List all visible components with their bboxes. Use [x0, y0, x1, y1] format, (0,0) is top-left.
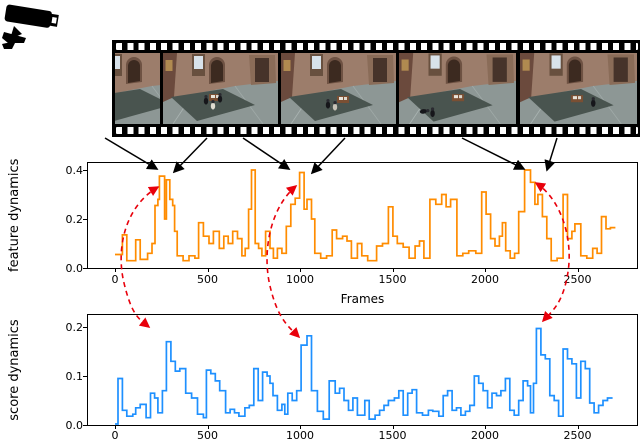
- feature-ytick-label: 0.2: [65, 212, 84, 226]
- score-ytick-label: 0.2: [65, 320, 84, 334]
- score-dynamics-plot: [87, 314, 638, 426]
- feature-dynamics-ylabel: feature dynamics: [7, 158, 22, 272]
- film-frame-5: [520, 53, 637, 124]
- feature-xtick-label: 1000: [286, 273, 314, 286]
- cctv-camera-icon: [2, 4, 59, 49]
- score-xtick-label: 2500: [563, 429, 592, 442]
- score-xtick-mark: [392, 425, 394, 429]
- score-ytick-mark: [83, 425, 87, 426]
- feature-xtick-label: 2500: [563, 273, 592, 286]
- film-sprocket-holes-top: [116, 43, 638, 50]
- score-dynamics-curve: [115, 327, 613, 425]
- score-xtick-mark: [207, 425, 209, 429]
- feature-xtick-label: 1500: [378, 273, 407, 286]
- feature-xtick-mark: [392, 268, 394, 272]
- feature-ytick-mark: [83, 268, 87, 269]
- score-xtick-label: 0: [111, 429, 119, 442]
- score-ytick-label: 0.0: [65, 418, 84, 432]
- feature-xtick-label: 0: [111, 273, 119, 286]
- film-sprocket-holes-bottom: [116, 127, 638, 134]
- feature-xtick-mark: [485, 268, 486, 272]
- score-ytick-label: 0.1: [65, 369, 84, 383]
- film-frame-3: [281, 53, 396, 124]
- score-xtick-mark: [485, 425, 486, 429]
- score-ytick-mark: [83, 376, 87, 377]
- feature-xtick-mark: [577, 268, 579, 272]
- frames-xlabel: Frames: [340, 292, 385, 306]
- score-ytick-mark: [83, 327, 87, 328]
- feature-ytick-label: 0.4: [65, 163, 84, 177]
- score-xtick-mark: [115, 425, 116, 429]
- feature-dynamics-plot: [87, 162, 638, 269]
- feature-ytick-mark: [83, 219, 87, 220]
- score-xtick-label: 1500: [378, 429, 407, 442]
- score-xtick-label: 1000: [286, 429, 314, 442]
- feature-xtick-label: 500: [197, 273, 218, 286]
- feature-ytick-mark: [83, 170, 87, 171]
- score-xtick-mark: [577, 425, 579, 429]
- feature-xtick-label: 2000: [471, 273, 499, 286]
- feature-ytick-label: 0.0: [65, 261, 84, 275]
- film-frame-1: [115, 53, 160, 124]
- feature-xtick-mark: [207, 268, 209, 272]
- film-frame-2: [163, 53, 278, 124]
- score-xtick-label: 2000: [471, 429, 499, 442]
- feature-xtick-mark: [300, 268, 301, 272]
- score-xtick-mark: [300, 425, 301, 429]
- score-dynamics-ylabel: score dynamics: [7, 319, 22, 421]
- film-frame-4: [399, 53, 516, 124]
- feature-dynamics-curve: [115, 169, 616, 262]
- score-xtick-label: 500: [197, 429, 218, 442]
- feature-xtick-mark: [115, 268, 116, 272]
- film-strip: [112, 40, 640, 137]
